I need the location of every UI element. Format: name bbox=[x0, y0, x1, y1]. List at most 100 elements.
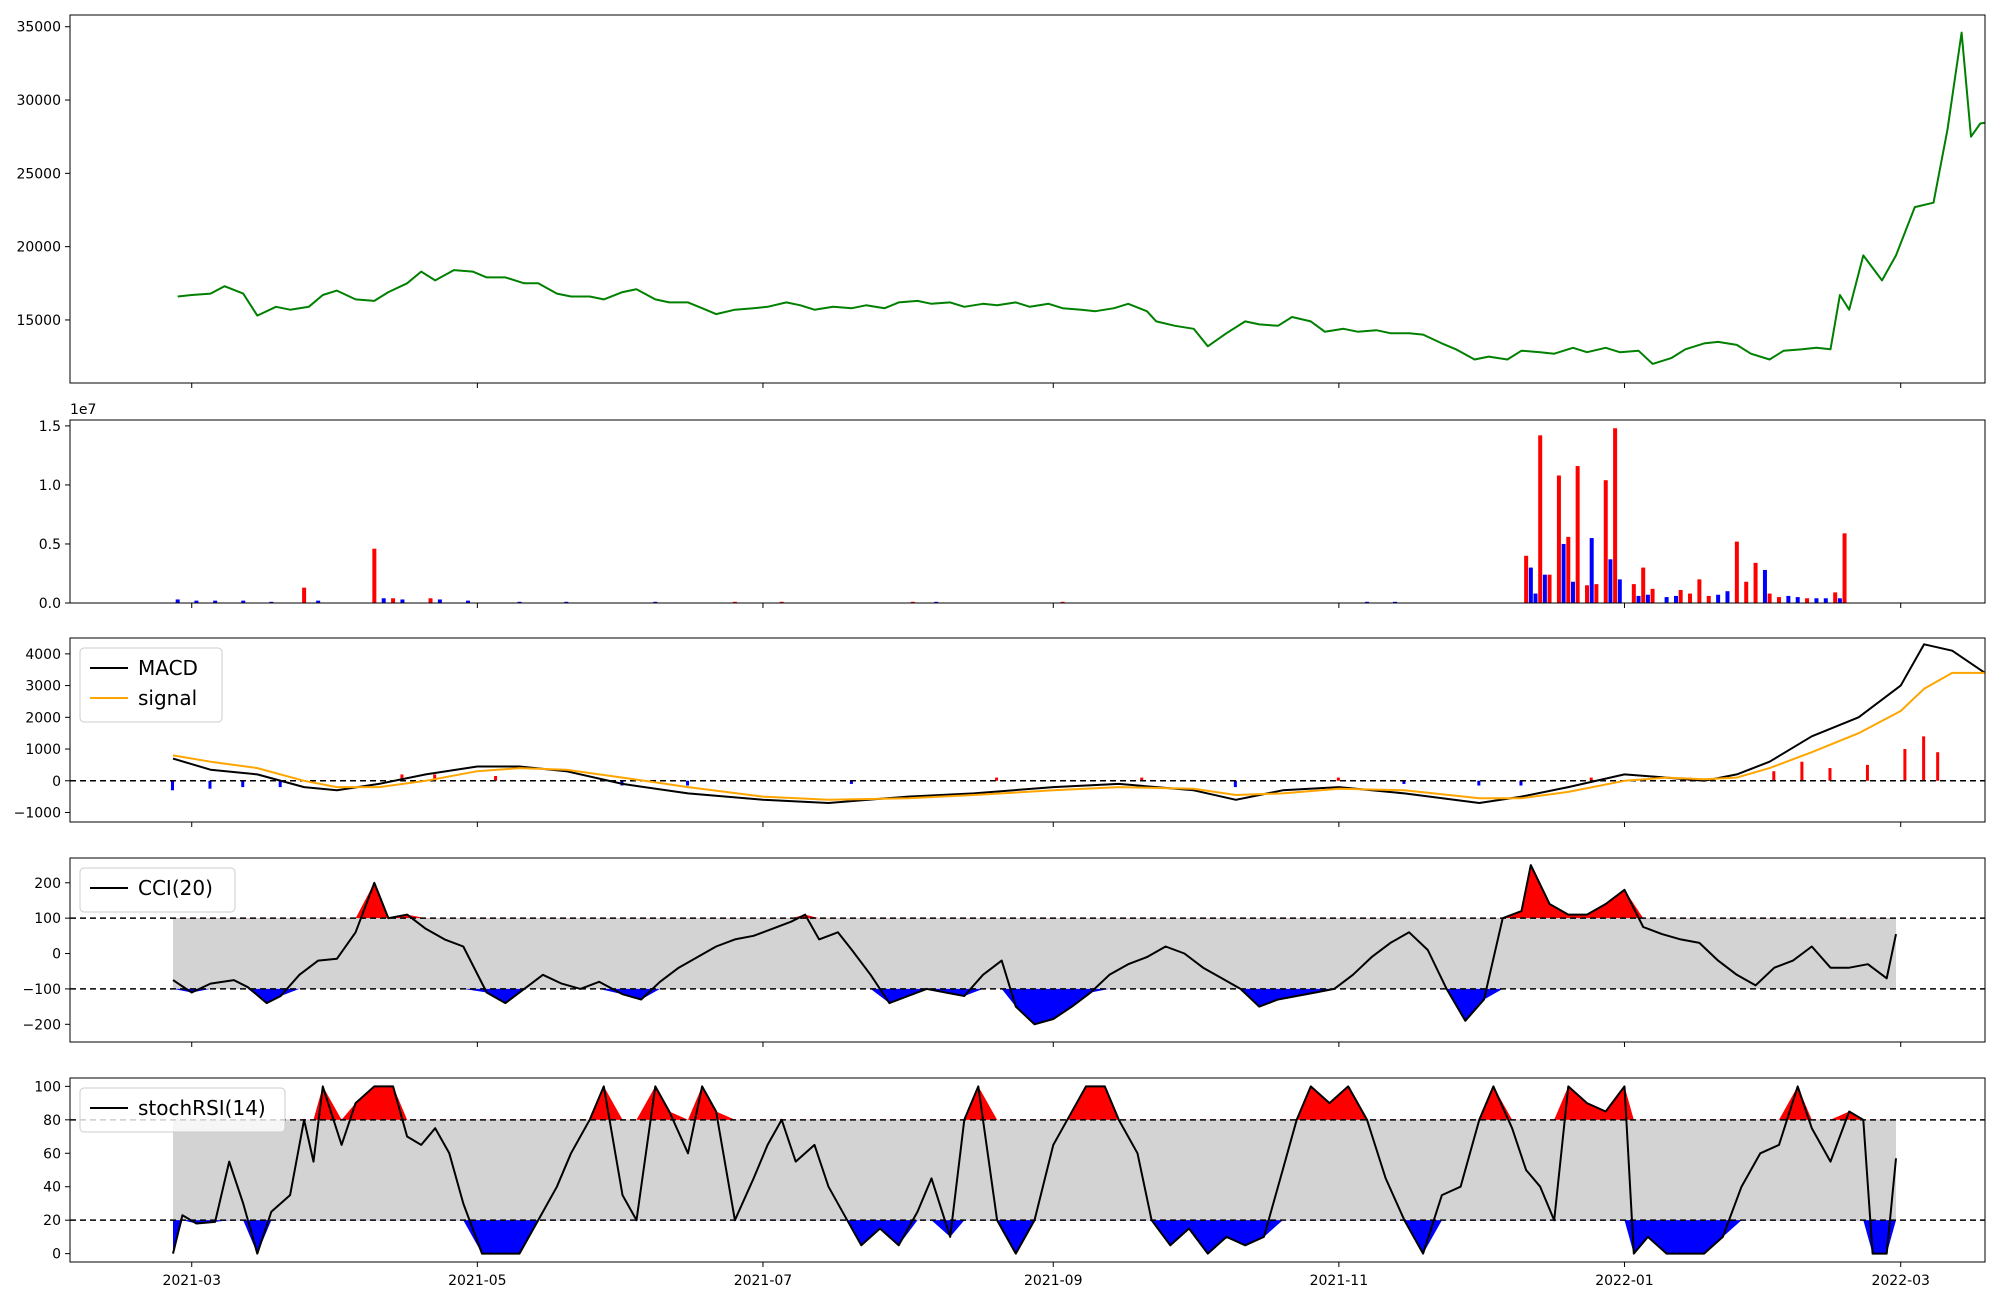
x-tick-label: 2021-07 bbox=[734, 1273, 793, 1289]
legend-box bbox=[79, 1087, 286, 1133]
macd-histogram-bar bbox=[995, 777, 999, 781]
oversold-fill bbox=[173, 1220, 1897, 1254]
cci-panel: −200 −100 0 100 200 CCI(20) bbox=[23, 857, 1986, 1047]
volume-panel: 0.0 0.5 1.0 1.5 1e7 bbox=[39, 402, 1986, 612]
volume-bar-down bbox=[1664, 597, 1669, 603]
volume-bar-down bbox=[316, 600, 321, 603]
legend-label: MACD bbox=[138, 656, 198, 680]
volume-bar-up bbox=[1776, 597, 1781, 603]
volume-bar-up bbox=[1688, 593, 1693, 603]
y-tick-label: 1.5 bbox=[39, 419, 61, 435]
volume-bar-down bbox=[1589, 538, 1594, 603]
y-tick-label: 40 bbox=[43, 1180, 61, 1196]
volume-bar-down bbox=[1814, 598, 1819, 603]
offset-label: 1e7 bbox=[70, 402, 96, 418]
y-tick-label: 60 bbox=[43, 1146, 61, 1162]
legend: stochRSI(14) bbox=[79, 1087, 286, 1133]
plot-area bbox=[70, 643, 1985, 804]
volume-bar-up bbox=[1678, 590, 1683, 603]
volume-bar-down bbox=[437, 599, 442, 603]
macd-histogram-bar bbox=[1800, 761, 1804, 781]
volume-bar-up bbox=[1706, 595, 1711, 603]
volume-bar-up bbox=[1566, 536, 1571, 603]
y-tick-label: 15000 bbox=[16, 313, 61, 329]
macd-histogram-bar bbox=[400, 774, 404, 781]
volume-bar-up bbox=[1556, 475, 1561, 603]
y-tick-label: 0 bbox=[52, 774, 61, 790]
volume-bar-down bbox=[1837, 598, 1842, 603]
volume-bar-up bbox=[428, 598, 433, 603]
y-tick-label: 0 bbox=[52, 1247, 61, 1263]
x-tick-label: 2022-01 bbox=[1595, 1273, 1654, 1289]
volume-bar-down bbox=[1528, 567, 1533, 603]
y-tick-label: 80 bbox=[43, 1113, 61, 1129]
y-tick-label: 0 bbox=[52, 947, 61, 963]
y-tick-label: −200 bbox=[23, 1017, 61, 1033]
volume-bar-up bbox=[910, 601, 915, 603]
volume-bar-up bbox=[1613, 428, 1618, 603]
macd-histogram-bar bbox=[1477, 780, 1481, 786]
volume-bar-down bbox=[934, 601, 939, 603]
volume-bar-down bbox=[1533, 593, 1538, 603]
macd-histogram-bar bbox=[1865, 764, 1869, 781]
macd-histogram-bar bbox=[1519, 780, 1523, 786]
macd-histogram-bar bbox=[1772, 771, 1776, 781]
volume-bar-down bbox=[1617, 579, 1622, 603]
x-tick-label: 2021-11 bbox=[1310, 1273, 1369, 1289]
y-tick-label: 200 bbox=[34, 876, 61, 892]
volume-bar-down bbox=[1823, 598, 1828, 603]
volume-bar-down bbox=[1542, 574, 1547, 603]
y-tick-label: 35000 bbox=[16, 20, 61, 36]
volume-bar-up bbox=[1594, 584, 1599, 603]
stochrsi-14--line bbox=[172, 1085, 1897, 1255]
volume-bar-down bbox=[1561, 543, 1566, 603]
volume-bar-up bbox=[1631, 584, 1636, 603]
macd-histogram-bar bbox=[171, 780, 175, 791]
axes-frame bbox=[69, 1077, 1986, 1263]
band-fill bbox=[173, 918, 1897, 989]
legend: MACD signal bbox=[79, 647, 223, 723]
price-panel: 15000 20000 25000 30000 35000 bbox=[16, 14, 1986, 388]
y-tick-label: 30000 bbox=[16, 93, 61, 109]
macd-histogram-bar bbox=[1233, 780, 1237, 788]
volume-bar-up bbox=[1734, 541, 1739, 603]
cci-20--line bbox=[172, 864, 1897, 1026]
volume-bar-up bbox=[1603, 480, 1608, 603]
volume-bar-up bbox=[1697, 579, 1702, 603]
volume-bar-down bbox=[269, 601, 274, 603]
volume-bar-up bbox=[1767, 593, 1772, 603]
macd-histogram-bar bbox=[1936, 752, 1940, 781]
plot-area bbox=[175, 428, 1847, 603]
macd-histogram-bar bbox=[1922, 736, 1926, 781]
plot-area bbox=[177, 31, 1985, 365]
macd-histogram-bar bbox=[1402, 780, 1406, 784]
volume-bar-down bbox=[653, 601, 658, 603]
volume-bar-down bbox=[241, 600, 246, 603]
volume-bar-up bbox=[1744, 581, 1749, 603]
stochrsi-panel: 0 20 40 60 80 100 stochRSI(14) 2021-03 2021-05 20… bbox=[34, 1077, 1986, 1289]
volume-bar-up bbox=[732, 601, 737, 603]
y-tick-label: 2000 bbox=[25, 710, 61, 726]
y-tick-label: 0.5 bbox=[39, 537, 61, 553]
macd-histogram-bar bbox=[1336, 777, 1340, 781]
volume-bar-up bbox=[1842, 533, 1847, 603]
y-tick-label: 20 bbox=[43, 1213, 61, 1229]
y-tick-label: 0.0 bbox=[39, 596, 61, 612]
x-tick-label: 2021-09 bbox=[1024, 1273, 1083, 1289]
legend-box bbox=[79, 867, 236, 913]
volume-bar-down bbox=[1795, 597, 1800, 603]
macd-histogram-bar bbox=[208, 780, 212, 789]
y-tick-label: −100 bbox=[23, 982, 61, 998]
y-tick-label: 1.0 bbox=[39, 478, 61, 494]
volume-bar-down bbox=[1725, 591, 1730, 603]
legend-label: stochRSI(14) bbox=[138, 1096, 266, 1120]
y-tick-label: 1000 bbox=[25, 742, 61, 758]
volume-bar-down bbox=[381, 598, 386, 603]
volume-bar-down bbox=[465, 600, 470, 603]
volume-bar-down bbox=[564, 601, 569, 603]
volume-bar-up bbox=[1575, 466, 1580, 603]
volume-bar-down bbox=[1608, 559, 1613, 603]
macd-histogram-bar bbox=[1589, 777, 1593, 781]
macd-histogram-bar bbox=[686, 780, 690, 786]
macd-histogram-bar bbox=[433, 774, 437, 781]
